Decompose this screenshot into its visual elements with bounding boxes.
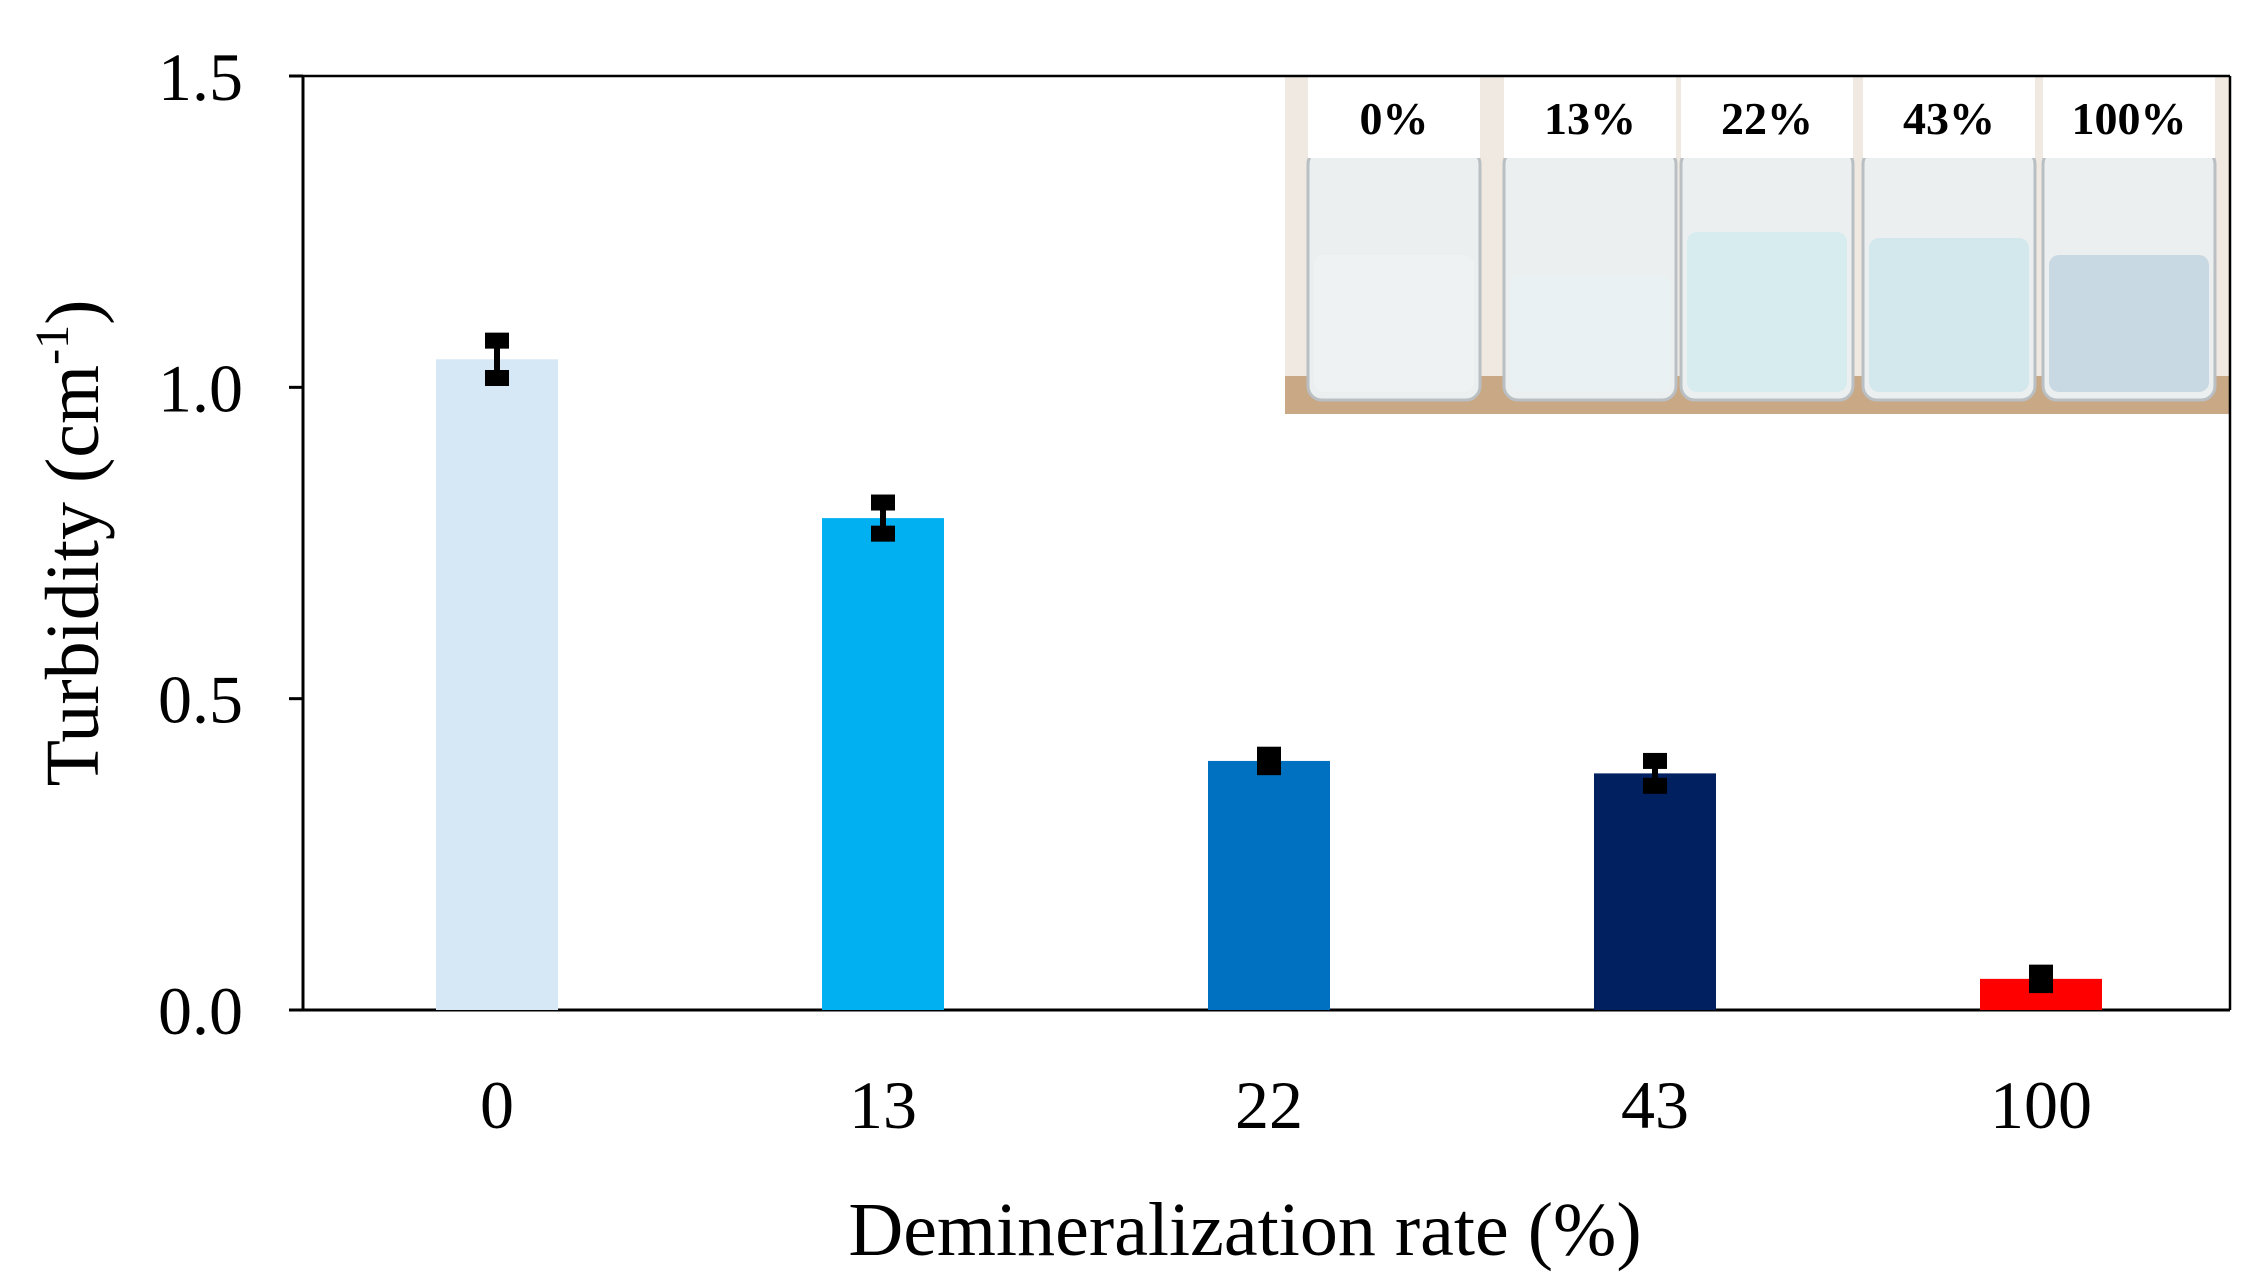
x-tick-label-0: 0 — [480, 1067, 514, 1143]
y-tick-label: 1.5 — [158, 39, 243, 115]
vial-label: 0% — [1360, 93, 1429, 144]
x-tick-label-22: 22 — [1235, 1067, 1303, 1143]
error-cap-upper-13 — [871, 494, 895, 511]
error-cap-upper-0 — [485, 332, 509, 349]
y-axis-title-main: Turbidity (cm — [31, 365, 115, 787]
bar-13 — [822, 518, 944, 1010]
vial-label: 13% — [1544, 93, 1636, 144]
vial-liquid — [1314, 255, 1474, 392]
plot-axes — [301, 74, 2232, 1012]
x-tick-label-13: 13 — [849, 1067, 917, 1143]
vial-liquid — [1687, 232, 1847, 392]
error-cap-lower-22 — [1257, 759, 1281, 776]
x-axis-ticks: 0 13 22 43 100 — [480, 1067, 2092, 1143]
x-tick-label-100: 100 — [1990, 1067, 2092, 1143]
error-cap-lower-0 — [485, 369, 509, 386]
vial-photo-inset: 0% 13% 22% 43% 100% — [1285, 76, 2230, 414]
bar-43 — [1594, 773, 1716, 1010]
vial-label-box — [1308, 76, 1480, 158]
y-axis-title: Turbidity (cm-1) — [26, 300, 115, 787]
x-tick-label-43: 43 — [1621, 1067, 1689, 1143]
y-tick-label: 0.0 — [158, 973, 243, 1049]
y-axis-ticks: 0.0 0.5 1.0 1.5 — [158, 39, 303, 1049]
vial-label-box — [2043, 76, 2215, 158]
error-cap-lower-100 — [2029, 977, 2053, 994]
error-bars — [485, 332, 2053, 994]
bar-series — [436, 359, 2102, 1010]
vial-label: 100% — [2072, 93, 2187, 144]
y-axis-title-superscript: -1 — [26, 325, 79, 365]
vial-label: 43% — [1903, 93, 1995, 144]
bar-22 — [1208, 760, 1330, 1010]
vial-label-box — [1504, 76, 1676, 158]
vial-liquid — [2049, 255, 2209, 392]
error-cap-upper-100 — [2029, 964, 2053, 981]
error-cap-upper-22 — [1257, 746, 1281, 763]
y-axis-title-close: ) — [31, 300, 115, 325]
vial-label: 22% — [1721, 93, 1813, 144]
vial-label-box — [1681, 76, 1853, 158]
error-cap-lower-13 — [871, 525, 895, 542]
y-tick-label: 1.0 — [158, 350, 243, 426]
error-cap-upper-43 — [1643, 752, 1667, 769]
vial-liquid — [1869, 238, 2029, 392]
vial-liquid — [1510, 275, 1670, 392]
y-tick-label: 0.5 — [158, 662, 243, 738]
error-cap-lower-43 — [1643, 777, 1667, 794]
bar-0 — [436, 359, 558, 1010]
vial-label-box — [1863, 76, 2035, 158]
x-axis-title: Demineralization rate (%) — [848, 1188, 1641, 1272]
